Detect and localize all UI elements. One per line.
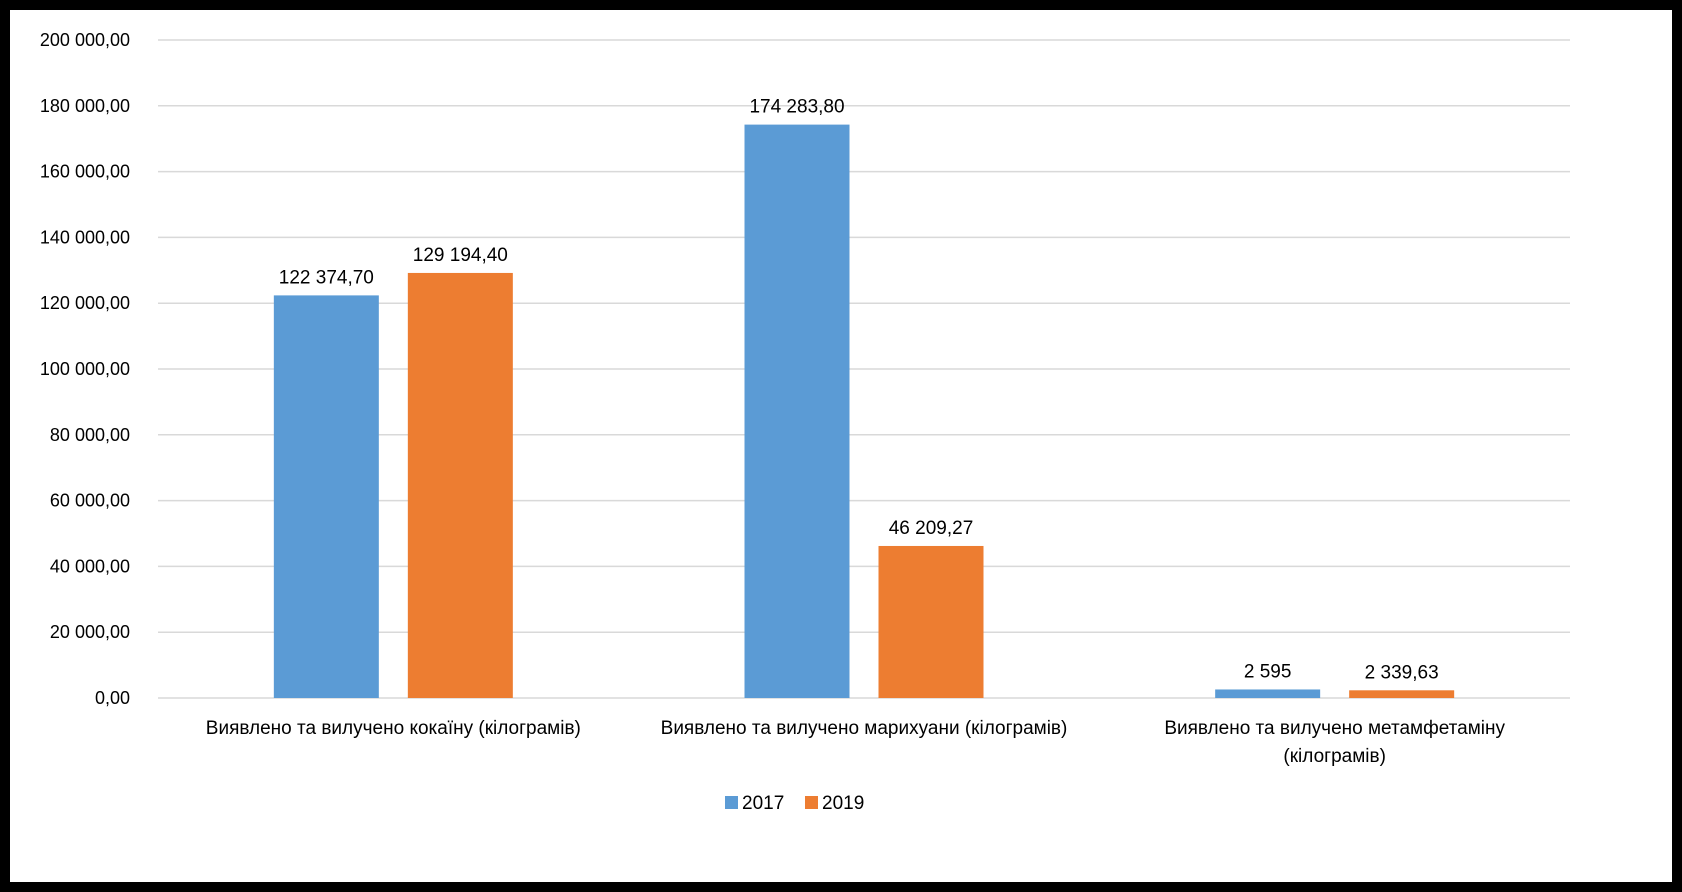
- y-tick-label-10: 200 000,00: [40, 30, 130, 50]
- data-label-2017-1: 174 283,80: [749, 97, 844, 118]
- bar-2019-1: [878, 545, 984, 698]
- bar-2019-0: [407, 272, 513, 698]
- bar-2017-1: [744, 124, 850, 698]
- data-label-2017-2: 2 595: [1244, 661, 1292, 682]
- data-label-2019-0: 129 194,40: [413, 245, 508, 266]
- legend-swatch-2017: [725, 796, 738, 809]
- y-tick-label-5: 100 000,00: [40, 359, 130, 379]
- y-tick-label-7: 140 000,00: [40, 227, 130, 247]
- legend-swatch-2019: [805, 796, 818, 809]
- y-tick-label-4: 80 000,00: [50, 425, 130, 445]
- legend-label-2019: 2019: [822, 793, 864, 814]
- y-tick-label-1: 20 000,00: [50, 622, 130, 642]
- category-label-0-0: Виявлено та вилучено кокаїну (кілограмів…: [206, 718, 581, 739]
- y-tick-label-6: 120 000,00: [40, 293, 130, 313]
- data-label-2017-0: 122 374,70: [279, 267, 374, 288]
- y-tick-label-9: 180 000,00: [40, 96, 130, 116]
- legend-label-2017: 2017: [742, 793, 784, 814]
- data-label-2019-1: 46 209,27: [889, 518, 974, 539]
- bar-2019-2: [1349, 690, 1455, 698]
- y-tick-label-0: 0,00: [95, 688, 130, 708]
- category-label-1-0: Виявлено та вилучено марихуани (кілограм…: [661, 718, 1068, 739]
- y-tick-label-8: 160 000,00: [40, 162, 130, 182]
- category-label-2-0: Виявлено та вилучено метамфетаміну: [1164, 718, 1505, 739]
- y-tick-label-3: 60 000,00: [50, 491, 130, 511]
- y-tick-label-2: 40 000,00: [50, 556, 130, 576]
- bar-chart: 0,00 20 000,00 40 000,00 60 000,00 80 000,00…: [40, 30, 1570, 814]
- bar-2017-2: [1215, 689, 1321, 698]
- data-label-2019-2: 2 339,63: [1365, 662, 1439, 683]
- bar-2017-0: [273, 295, 379, 698]
- category-label-2-1: (кілограмів): [1283, 746, 1386, 767]
